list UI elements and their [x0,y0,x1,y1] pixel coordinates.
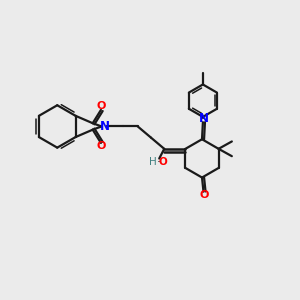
Text: N: N [199,112,208,125]
Text: O: O [158,157,167,167]
Text: O: O [97,142,106,152]
Text: O: O [200,190,209,200]
Text: ·: · [156,156,160,169]
Text: O: O [97,101,106,111]
Text: H: H [148,157,156,167]
Text: N: N [100,120,110,133]
